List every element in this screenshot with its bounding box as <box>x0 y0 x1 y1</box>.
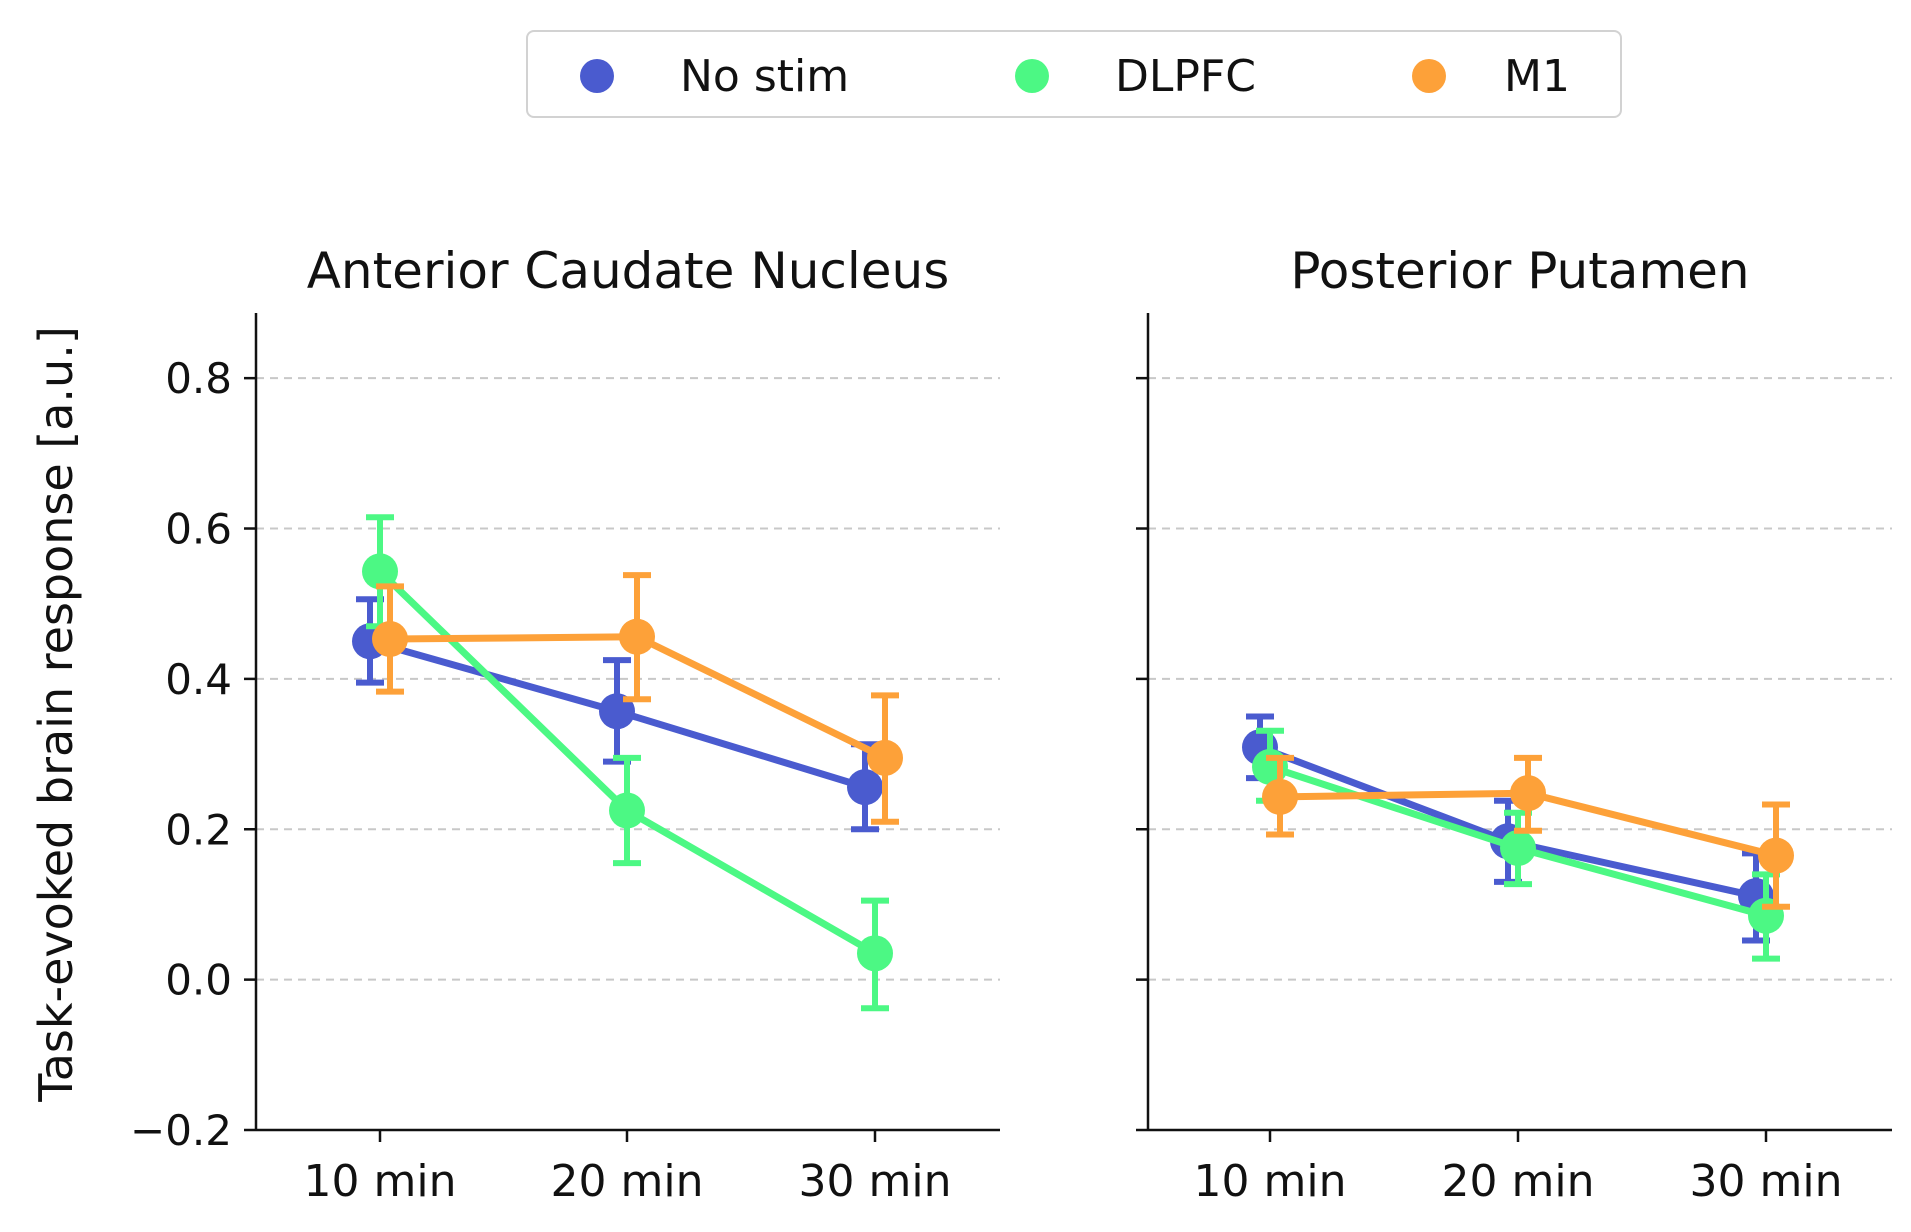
legend-marker-no-stim <box>580 59 614 93</box>
panel-anterior-caudate: −0.2 0.0 0.2 0.4 0.6 0.8 10 min 20 min 30 min Ant… <box>130 242 1000 1207</box>
legend-item-no-stim: No stim <box>580 32 849 120</box>
y-tick-label: 0.0 <box>165 956 232 1005</box>
legend-label-no-stim: No stim <box>680 50 850 102</box>
data-point <box>847 769 883 806</box>
y-tick-label: 0.2 <box>165 805 232 854</box>
series-m1 <box>1262 754 1794 910</box>
legend-marker-dlpfc <box>1015 59 1049 93</box>
series-no-stim <box>352 596 883 833</box>
panel-title: Posterior Putamen <box>1290 242 1749 300</box>
legend-label-dlpfc: DLPFC <box>1115 50 1256 102</box>
legend-item-dlpfc: DLPFC <box>1015 32 1256 120</box>
data-point <box>1758 837 1794 874</box>
legend-label-m1: M1 <box>1504 50 1570 102</box>
legend: No stim DLPFC M1 <box>526 30 1622 118</box>
data-point <box>1500 830 1536 867</box>
data-point <box>857 935 893 972</box>
series-m1 <box>372 572 903 825</box>
x-tick-label: 20 min <box>1442 1156 1595 1207</box>
data-point <box>1262 778 1298 815</box>
x-tick-label: 30 min <box>1690 1156 1843 1207</box>
panel-title: Anterior Caudate Nucleus <box>307 242 950 300</box>
series-dlpfc <box>1252 727 1784 962</box>
y-axis-label: Task-evoked brain response [a.u.] <box>29 326 83 1103</box>
x-tick-label: 20 min <box>551 1156 704 1207</box>
legend-item-m1: M1 <box>1412 32 1570 120</box>
panel-posterior-putamen: 10 min 20 min 30 min Posterior Putamen <box>1136 242 1892 1207</box>
y-tick-label: 0.8 <box>165 354 232 403</box>
data-point <box>372 621 408 658</box>
x-tick-label: 10 min <box>1194 1156 1347 1207</box>
series-dlpfc <box>362 514 893 1012</box>
x-tick-label: 10 min <box>304 1156 457 1207</box>
y-tick-label: 0.6 <box>165 505 232 554</box>
legend-marker-m1 <box>1412 59 1446 93</box>
data-point <box>609 792 645 829</box>
data-point <box>619 618 655 655</box>
data-point <box>867 739 903 776</box>
data-point <box>362 553 398 590</box>
y-tick-label: −0.2 <box>130 1106 232 1155</box>
data-point <box>599 693 635 730</box>
data-point <box>1510 775 1546 812</box>
y-tick-label: 0.4 <box>165 655 232 704</box>
x-tick-label: 30 min <box>799 1156 952 1207</box>
